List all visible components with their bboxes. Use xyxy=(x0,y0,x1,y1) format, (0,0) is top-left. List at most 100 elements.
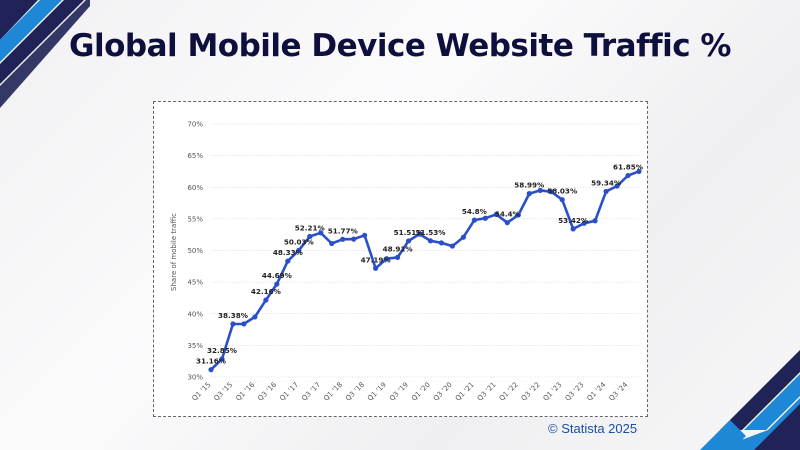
data-point xyxy=(515,212,521,218)
data-point xyxy=(592,218,598,224)
data-point xyxy=(570,226,576,232)
data-point xyxy=(416,231,423,237)
x-tick-label: Q1 '20 xyxy=(410,381,432,403)
data-label: 52.21% xyxy=(295,224,325,233)
series-path xyxy=(210,170,640,371)
y-tick-label: 45% xyxy=(187,279,203,287)
y-tick-label: 35% xyxy=(187,342,203,350)
y-axis-label: Share of mobile traffic xyxy=(170,213,178,291)
page-title: Global Mobile Device Website Traffic % xyxy=(69,28,731,64)
data-point xyxy=(274,281,280,287)
data-point xyxy=(373,265,379,271)
data-labels: 31.16% 32.85% 38.38% 42.16% 44.69% 48.33% 50.0… xyxy=(196,163,643,366)
data-point xyxy=(219,356,225,362)
data-label: 31.16% xyxy=(196,357,226,366)
y-tick-label: 55% xyxy=(187,215,203,223)
data-point xyxy=(449,243,456,249)
data-point xyxy=(559,197,565,203)
data-label: 58.03% xyxy=(547,187,577,196)
y-tick-label: 70% xyxy=(187,121,203,129)
y-tick-label: 60% xyxy=(187,184,203,192)
data-label: 59.34% xyxy=(591,178,621,187)
data-point xyxy=(427,238,434,244)
data-point xyxy=(263,297,269,303)
data-point xyxy=(318,230,324,236)
x-tick-label: Q1 '21 xyxy=(454,381,476,403)
x-tick-label: Q3 '17 xyxy=(300,381,322,403)
x-tick-label: Q3 '15 xyxy=(212,381,234,403)
x-tick-label: Q1 '16 xyxy=(234,380,256,402)
x-tick-label: Q1 '17 xyxy=(278,381,300,403)
corner-decoration-bottom-right xyxy=(700,350,800,450)
data-point xyxy=(241,321,247,327)
data-label: 51.51% xyxy=(394,228,424,237)
y-tick-label: 50% xyxy=(187,247,203,255)
x-tick-label: Q3 '20 xyxy=(432,381,454,403)
data-point xyxy=(351,236,357,242)
x-tick-label: Q1 '24 xyxy=(586,380,608,402)
data-label: 53.42% xyxy=(558,216,588,225)
data-label: 61.85% xyxy=(613,163,643,172)
x-tick-label: Q1 '19 xyxy=(366,381,388,403)
corner-decoration-top-left xyxy=(0,0,90,108)
data-point xyxy=(208,367,214,373)
data-point xyxy=(307,233,313,240)
data-point xyxy=(526,191,532,197)
data-label: 51.53% xyxy=(416,228,446,237)
data-point xyxy=(548,189,554,195)
chart-container: 30% 35% 40% 45% 50% 55% 60% 65% 70% Q1 '15 Q3 '15… xyxy=(153,101,648,417)
data-point xyxy=(581,220,587,226)
x-tick-label: Q3 '18 xyxy=(344,381,366,403)
data-label: 44.69% xyxy=(262,271,292,280)
data-point xyxy=(362,232,368,238)
x-axis-ticks: Q1 '15 Q3 '15 Q1 '16 Q3 '16 Q1 '17 Q3 '17 Q1 '… xyxy=(190,380,629,402)
y-tick-label: 40% xyxy=(187,310,203,318)
data-point xyxy=(471,217,477,223)
line-chart: 30% 35% 40% 45% 50% 55% 60% 65% 70% Q1 '15 Q3 '15… xyxy=(170,121,643,403)
data-point xyxy=(636,168,642,175)
x-tick-label: Q1 '23 xyxy=(542,381,564,403)
x-tick-label: Q3 '23 xyxy=(564,381,586,403)
data-point xyxy=(625,172,631,179)
data-point xyxy=(504,220,510,226)
data-label: 54.8% xyxy=(462,207,487,216)
data-label: 48.33% xyxy=(273,248,303,257)
data-point xyxy=(614,183,620,189)
data-label: 32.85% xyxy=(207,346,237,355)
x-tick-label: Q3 '24 xyxy=(607,380,629,402)
data-point xyxy=(296,247,302,253)
x-tick-label: Q3 '19 xyxy=(388,381,410,403)
data-label: 48.91% xyxy=(383,244,413,253)
data-point xyxy=(482,215,488,221)
x-tick-label: Q1 '18 xyxy=(322,381,344,403)
data-point xyxy=(329,240,335,247)
data-label: 51.77% xyxy=(328,226,358,235)
x-tick-label: Q1 '22 xyxy=(498,381,520,403)
data-label: 54.4% xyxy=(495,210,520,219)
y-tick-label: 65% xyxy=(187,152,203,160)
data-point xyxy=(493,211,499,218)
data-label: 50.03% xyxy=(284,237,314,246)
data-point xyxy=(438,240,445,246)
data-point xyxy=(405,238,412,244)
data-point xyxy=(603,188,609,195)
data-point xyxy=(537,187,543,194)
data-point xyxy=(460,234,467,240)
data-point xyxy=(394,254,401,260)
series-line xyxy=(208,168,642,373)
data-label: 42.16% xyxy=(251,287,281,296)
data-label: 47.19% xyxy=(361,255,391,264)
data-point xyxy=(252,314,258,320)
grid-lines xyxy=(211,123,639,378)
data-point xyxy=(285,258,291,264)
y-tick-label: 30% xyxy=(187,374,203,382)
x-tick-label: Q3 '22 xyxy=(520,381,542,403)
data-point xyxy=(230,321,236,327)
data-label: 58.99% xyxy=(514,181,544,190)
data-point xyxy=(340,236,346,242)
y-axis-ticks: 30% 35% 40% 45% 50% 55% 60% 65% 70% xyxy=(187,121,203,382)
x-tick-label: Q3 '21 xyxy=(476,381,498,403)
source-credit: © Statista 2025 xyxy=(548,421,638,436)
data-label: 38.38% xyxy=(218,311,248,320)
x-tick-label: Q1 '15 xyxy=(190,381,212,403)
